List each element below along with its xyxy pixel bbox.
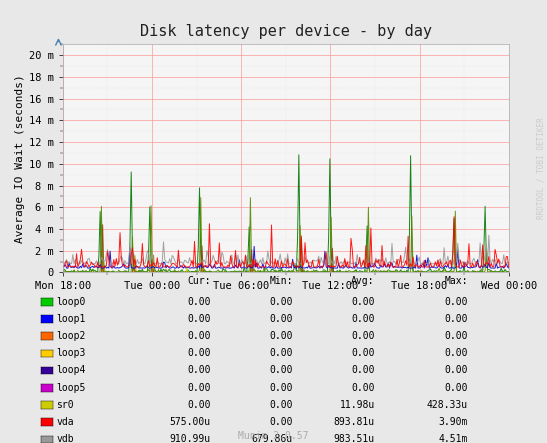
Text: 0.00: 0.00 [187, 297, 211, 307]
Text: vda: vda [56, 417, 74, 427]
Title: Disk latency per device - by day: Disk latency per device - by day [140, 24, 432, 39]
Text: 0.00: 0.00 [187, 365, 211, 375]
Text: 0.00: 0.00 [269, 297, 293, 307]
Text: 0.00: 0.00 [269, 331, 293, 341]
Text: loop5: loop5 [56, 383, 86, 392]
Text: 0.00: 0.00 [444, 365, 468, 375]
Text: 0.00: 0.00 [187, 314, 211, 324]
Text: 0.00: 0.00 [187, 348, 211, 358]
Text: 983.51u: 983.51u [334, 434, 375, 443]
Text: 0.00: 0.00 [351, 297, 375, 307]
Text: 0.00: 0.00 [444, 331, 468, 341]
Text: 0.00: 0.00 [187, 331, 211, 341]
Text: 4.51m: 4.51m [438, 434, 468, 443]
Text: loop4: loop4 [56, 365, 86, 375]
Text: Min:: Min: [269, 276, 293, 287]
Text: 0.00: 0.00 [351, 331, 375, 341]
Text: 428.33u: 428.33u [427, 400, 468, 410]
Text: 0.00: 0.00 [269, 383, 293, 392]
Text: Avg:: Avg: [351, 276, 375, 287]
Text: 0.00: 0.00 [269, 417, 293, 427]
Text: 0.00: 0.00 [269, 314, 293, 324]
Y-axis label: Average IO Wait (seconds): Average IO Wait (seconds) [15, 74, 25, 243]
Text: 0.00: 0.00 [269, 400, 293, 410]
Text: 0.00: 0.00 [187, 400, 211, 410]
Text: loop2: loop2 [56, 331, 86, 341]
Text: loop1: loop1 [56, 314, 86, 324]
Text: Cur:: Cur: [187, 276, 211, 287]
Text: 0.00: 0.00 [187, 383, 211, 392]
Text: 3.90m: 3.90m [438, 417, 468, 427]
Text: 0.00: 0.00 [351, 348, 375, 358]
Text: 0.00: 0.00 [444, 314, 468, 324]
Text: loop0: loop0 [56, 297, 86, 307]
Text: sr0: sr0 [56, 400, 74, 410]
Text: vdb: vdb [56, 434, 74, 443]
Text: 0.00: 0.00 [444, 297, 468, 307]
Text: 0.00: 0.00 [351, 383, 375, 392]
Text: 575.00u: 575.00u [170, 417, 211, 427]
Text: 0.00: 0.00 [351, 365, 375, 375]
Text: RRDTOOL / TOBI OETIKER: RRDTOOL / TOBI OETIKER [537, 117, 546, 219]
Text: 11.98u: 11.98u [340, 400, 375, 410]
Text: 0.00: 0.00 [444, 383, 468, 392]
Text: 0.00: 0.00 [269, 348, 293, 358]
Text: 910.99u: 910.99u [170, 434, 211, 443]
Text: 679.86u: 679.86u [252, 434, 293, 443]
Text: 0.00: 0.00 [444, 348, 468, 358]
Text: 0.00: 0.00 [351, 314, 375, 324]
Text: 0.00: 0.00 [269, 365, 293, 375]
Text: Max:: Max: [444, 276, 468, 287]
Text: Munin 2.0.57: Munin 2.0.57 [238, 431, 309, 442]
Text: loop3: loop3 [56, 348, 86, 358]
Text: 893.81u: 893.81u [334, 417, 375, 427]
